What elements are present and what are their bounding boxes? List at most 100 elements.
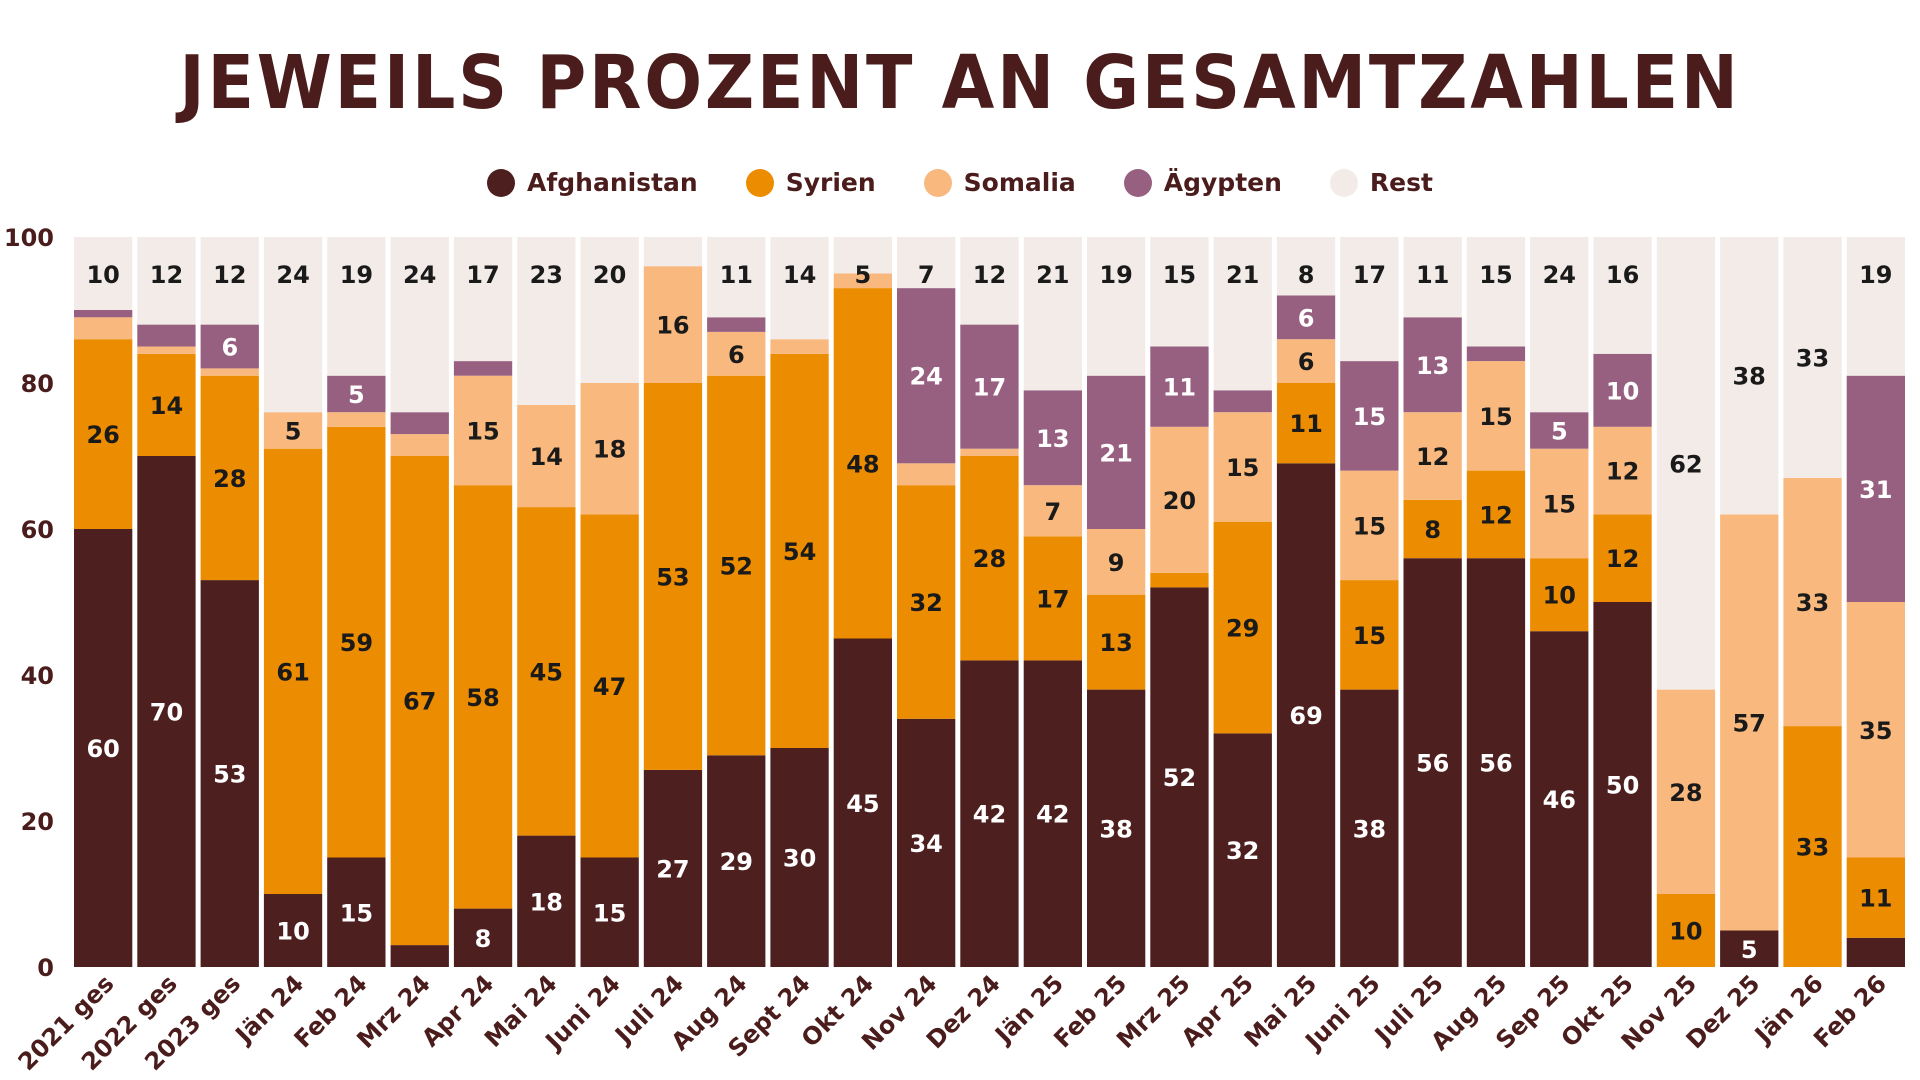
- legend-label-somalia: Somalia: [963, 168, 1076, 197]
- bar-segment: [1593, 353, 1652, 427]
- legend-item-rest[interactable]: Rest: [1329, 168, 1433, 197]
- bar-segment: [74, 529, 133, 967]
- bar-segment: [897, 288, 956, 464]
- bar-segment: [137, 353, 196, 456]
- data-label: 5: [348, 381, 365, 409]
- bar-segment: [1530, 448, 1589, 559]
- legend-swatch-somalia: [923, 168, 952, 197]
- data-label: 17: [466, 261, 499, 289]
- bar-segment: [74, 310, 133, 318]
- bar-segment: [707, 755, 766, 967]
- bar-segment: [200, 368, 259, 376]
- legend-label-aegypten: Ägypten: [1163, 168, 1282, 197]
- bar-segment: [1846, 857, 1905, 938]
- data-label: 15: [593, 899, 626, 927]
- data-label: 57: [1732, 710, 1765, 738]
- bar-segment: [1466, 361, 1526, 471]
- data-label: 15: [1479, 261, 1512, 289]
- bar-segment: [517, 237, 576, 405]
- data-label: 54: [783, 538, 816, 566]
- bar-segment: [200, 324, 259, 369]
- bar-segment: [137, 456, 196, 967]
- data-label: 18: [530, 888, 563, 916]
- data-label: 29: [1226, 615, 1259, 643]
- bar-segment: [137, 324, 196, 347]
- data-label: 13: [1099, 629, 1132, 657]
- data-label: 12: [150, 261, 183, 289]
- bar-segment: [1213, 237, 1272, 391]
- data-label: 11: [720, 261, 753, 289]
- data-label: 61: [276, 658, 309, 686]
- bar-segment: [897, 485, 956, 719]
- data-label: 19: [1859, 261, 1892, 289]
- bar-segment: [707, 237, 766, 318]
- data-label: 28: [973, 545, 1006, 573]
- bar-segment: [137, 237, 196, 325]
- bar-segment: [1593, 237, 1652, 354]
- data-label: 8: [1298, 261, 1315, 289]
- legend-item-afghanistan[interactable]: Afghanistan: [487, 168, 698, 197]
- data-label: 20: [1163, 487, 1196, 515]
- data-label: 6: [1298, 348, 1315, 376]
- bar-segment: [1403, 237, 1462, 318]
- bar-segment: [1023, 485, 1082, 537]
- bar-segment: [1403, 412, 1462, 500]
- data-label: 45: [530, 658, 563, 686]
- bar-segment: [1023, 390, 1082, 486]
- data-label: 15: [1353, 403, 1386, 431]
- bar-segment: [1466, 470, 1526, 559]
- data-label: 16: [1606, 261, 1639, 289]
- bar-segment: [263, 237, 323, 413]
- bar-segment: [1150, 346, 1209, 427]
- bar-segment: [517, 835, 576, 967]
- bar-segment: [390, 456, 449, 946]
- data-label: 13: [1416, 352, 1449, 380]
- bar-segment: [1276, 463, 1336, 967]
- data-label: 15: [340, 899, 373, 927]
- y-tick-label: 20: [21, 808, 54, 836]
- bar-segment: [1593, 514, 1652, 602]
- bar-segment: [643, 383, 703, 770]
- data-label: 52: [1163, 764, 1196, 792]
- data-label: 8: [475, 925, 492, 953]
- legend-item-somalia[interactable]: Somalia: [923, 168, 1076, 197]
- data-label: 20: [593, 261, 626, 289]
- legend-swatch-syrien: [745, 168, 774, 197]
- bar-segment: [1087, 594, 1146, 690]
- legend-swatch-afghanistan: [487, 168, 516, 197]
- legend-item-syrien[interactable]: Syrien: [745, 168, 876, 197]
- bar-segment: [200, 580, 259, 967]
- data-label: 12: [1416, 443, 1449, 471]
- data-label: 15: [1353, 622, 1386, 650]
- bar-segment: [1276, 339, 1336, 383]
- data-label: 38: [1353, 815, 1386, 843]
- bar-segment: [1340, 361, 1399, 471]
- data-label: 47: [593, 673, 626, 701]
- bar-segment: [1846, 937, 1905, 967]
- bar-segment: [707, 317, 766, 332]
- bar-segment: [263, 412, 323, 449]
- data-label: 42: [1036, 801, 1069, 829]
- data-label: 7: [1044, 498, 1061, 526]
- data-label: 21: [1036, 261, 1069, 289]
- bar-segment: [390, 434, 449, 456]
- bar-segment: [263, 894, 323, 967]
- data-label: 10: [1669, 918, 1702, 946]
- bar-segment: [1213, 521, 1272, 734]
- bar-segment: [643, 266, 703, 383]
- bar-segment: [390, 945, 449, 967]
- bar-segment: [643, 769, 703, 967]
- data-label: 33: [1796, 345, 1829, 373]
- bar-segment: [1466, 237, 1526, 347]
- bar-segment: [1846, 375, 1905, 602]
- bar-segment: [960, 448, 1019, 456]
- legend-item-aegypten[interactable]: Ägypten: [1123, 168, 1282, 197]
- bar-segment: [1087, 375, 1146, 529]
- data-label: 50: [1606, 772, 1639, 800]
- legend-swatch-rest: [1329, 168, 1358, 197]
- data-label: 14: [530, 443, 563, 471]
- chart-title: JEWEILS PROZENT AN GESAMTZAHLEN: [179, 40, 1741, 126]
- data-label: 5: [1551, 418, 1568, 446]
- bar-segment: [833, 237, 892, 274]
